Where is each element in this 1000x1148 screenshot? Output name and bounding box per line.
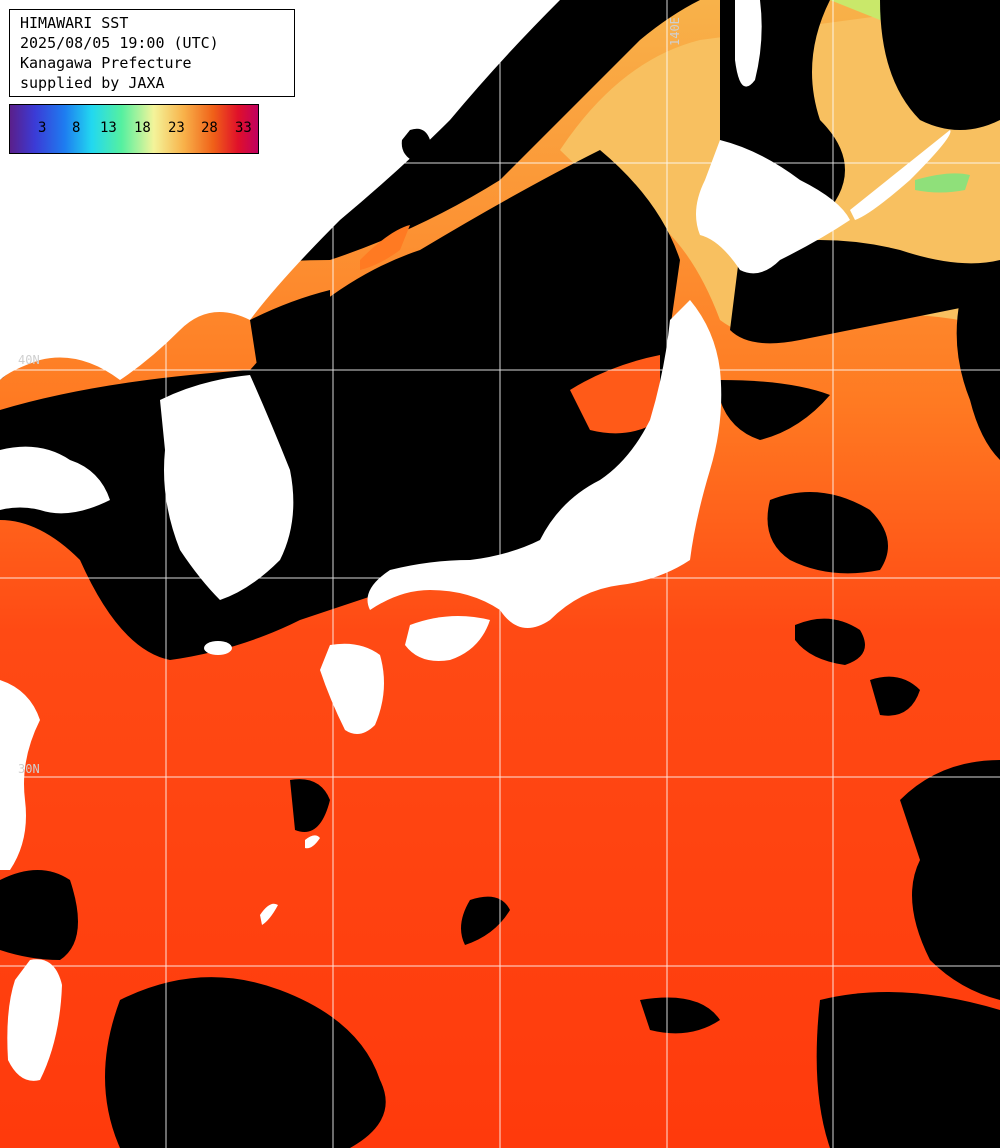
land-korea — [160, 375, 294, 600]
land-honshu — [367, 300, 722, 628]
cloud-cover — [461, 896, 510, 945]
land-jeju — [204, 641, 232, 655]
sea-patch — [570, 355, 660, 434]
cloud-cover — [816, 992, 1000, 1148]
land-mainland — [0, 446, 110, 514]
land-sakhalin — [735, 0, 762, 87]
cloud-cover — [795, 618, 865, 665]
cloud-cover — [870, 676, 920, 716]
color-scale-legend: 3 8 13 18 23 28 33 — [9, 104, 259, 154]
cloud-cover — [767, 492, 888, 574]
supplier-credit: supplied by JAXA — [20, 74, 165, 92]
title-box: HIMAWARI SST 2025/08/05 19:00 (UTC) Kana… — [9, 9, 295, 97]
longitude-label: 140E — [668, 17, 682, 46]
legend-tick: 18 — [134, 120, 151, 136]
cloud-cover — [720, 380, 830, 440]
cloud-cover — [640, 997, 720, 1034]
cloud-cover — [900, 760, 1000, 1000]
land-taiwan — [7, 959, 62, 1081]
land-shikoku — [405, 616, 490, 661]
legend-tick: 13 — [100, 120, 117, 136]
legend-tick: 23 — [168, 120, 185, 136]
cloud-cover — [0, 870, 78, 960]
prefecture-name: Kanagawa Prefecture — [20, 54, 192, 72]
latitude-label: 30N — [18, 762, 40, 776]
land-mainland — [0, 680, 40, 870]
cloud-cover — [0, 150, 680, 660]
product-name: HIMAWARI SST — [20, 14, 129, 32]
latitude-label: 40N — [18, 353, 40, 367]
cloud-cover — [880, 0, 1000, 130]
cloud-cover — [290, 779, 330, 832]
land-island — [260, 903, 278, 925]
timestamp: 2025/08/05 19:00 (UTC) — [20, 34, 219, 52]
legend-tick: 28 — [201, 120, 218, 136]
cloud-cover — [730, 240, 1000, 344]
land-island — [305, 835, 320, 849]
cloud-cover — [956, 290, 1000, 460]
cloud-cover — [250, 290, 330, 385]
land-kuril — [850, 130, 951, 220]
cloud-cover — [105, 977, 386, 1148]
land-hokkaido — [696, 140, 850, 274]
cold-water-patch — [915, 173, 970, 193]
legend-tick: 3 — [38, 120, 47, 136]
land-kyushu — [320, 643, 384, 734]
sea-patch — [360, 225, 410, 270]
cloud-cover — [401, 128, 430, 162]
legend-tick: 8 — [72, 120, 81, 136]
legend-tick: 33 — [235, 120, 252, 136]
